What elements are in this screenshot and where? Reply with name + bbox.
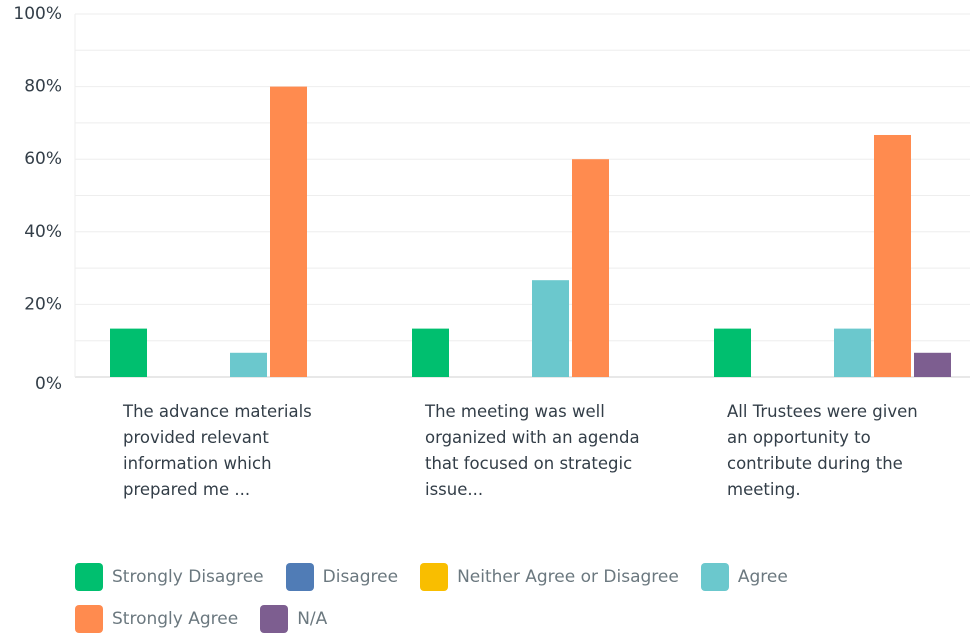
legend-label: Neither Agree or Disagree [457,567,679,587]
y-tick-label: 100% [13,4,62,24]
legend: Strongly Disagree Disagree Neither Agree o… [75,563,955,633]
y-tick-label: 20% [24,294,62,314]
legend-item: Neither Agree or Disagree [420,563,679,591]
legend-swatch [75,563,103,591]
bar [412,328,449,377]
legend-item: N/A [260,605,327,633]
legend-swatch [700,563,729,591]
x-tick-label: All Trustees were given an opportunity t… [727,402,918,499]
y-tick-label: 0% [35,374,62,394]
legend-item: Agree [700,563,788,591]
legend-swatch [285,563,314,591]
x-tick-label: The advance materials provided relevant … [123,402,312,499]
bar [270,86,307,377]
legend-label: Disagree [322,567,399,587]
bar [572,159,609,377]
legend-swatch [260,605,289,633]
x-tick-label: The meeting was well organized with an a… [425,402,640,499]
legend-item: Strongly Agree [75,605,238,633]
y-tick-label: 80% [24,77,62,97]
legend-item: Disagree [285,563,399,591]
bar [532,280,569,377]
legend-label: Strongly Disagree [112,567,264,587]
y-tick-label: 40% [24,222,62,242]
legend-label: Strongly Agree [112,609,239,629]
legend-item: Strongly Disagree [75,563,264,591]
legend-label: Agree [737,567,788,587]
legend-swatch [420,563,449,591]
bar [914,352,951,377]
legend-swatch [75,605,103,633]
chart: 0% 20% 40% 60% 80% 100% [13,4,970,394]
y-tick-label: 60% [24,149,62,169]
bar [874,134,911,377]
bar [230,352,267,377]
bar [110,328,147,377]
legend-label: N/A [297,609,328,629]
bar [834,328,871,377]
bar [714,328,751,377]
